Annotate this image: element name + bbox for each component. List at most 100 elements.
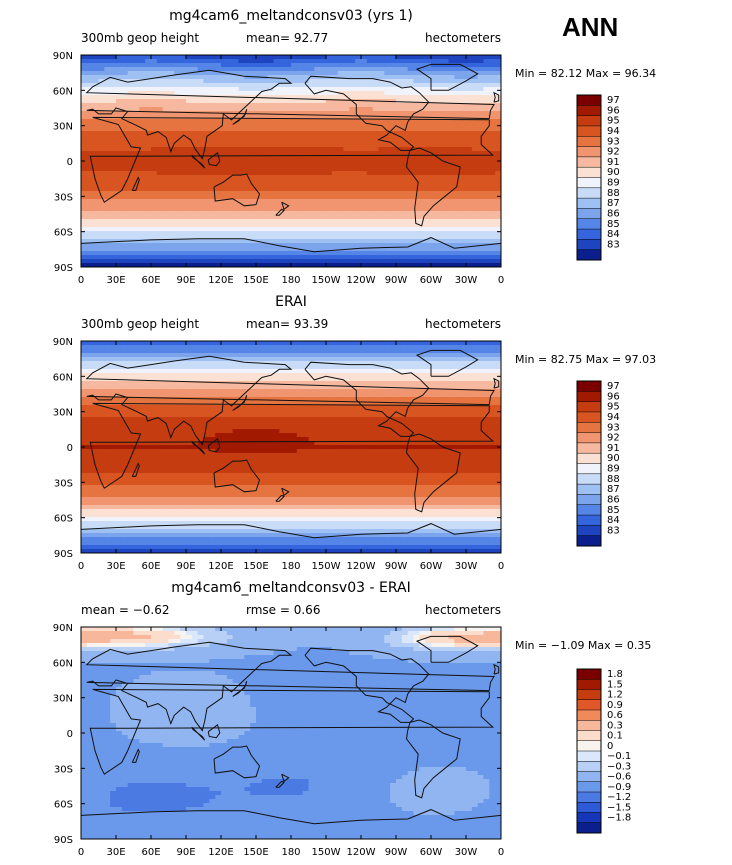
field-cell <box>256 119 263 124</box>
field-cell <box>366 91 374 96</box>
field-cell <box>244 349 251 354</box>
field-cell <box>331 127 339 132</box>
field-cell <box>454 175 461 180</box>
field-cell <box>331 255 339 260</box>
field-cell <box>81 119 88 124</box>
field-cell <box>296 259 304 264</box>
field-cell <box>180 111 187 116</box>
field-cell <box>296 219 304 224</box>
field-cell <box>273 231 280 236</box>
field-cell <box>396 215 403 220</box>
field-cell <box>349 131 356 136</box>
field-cell <box>355 87 362 92</box>
field-cell <box>127 211 135 216</box>
field-cell <box>116 259 123 264</box>
field-cell <box>419 377 426 382</box>
field-cell <box>273 123 280 128</box>
field-cell <box>215 71 222 76</box>
field-cell <box>98 227 105 232</box>
field-cell <box>116 199 123 204</box>
field-cell <box>308 99 315 104</box>
field-cell <box>460 243 467 248</box>
field-cell <box>466 159 473 164</box>
field-cell <box>302 187 310 192</box>
field-cell <box>366 111 374 116</box>
field-cell <box>349 143 356 148</box>
field-cell <box>81 175 88 180</box>
field-cell <box>448 135 455 140</box>
field-cell <box>413 231 420 236</box>
field-cell <box>296 59 304 64</box>
field-cell <box>384 63 391 68</box>
field-cell <box>151 263 158 267</box>
field-cell <box>466 381 473 386</box>
field-cell <box>273 127 280 132</box>
field-cell <box>127 393 135 398</box>
field-cell <box>215 87 222 92</box>
field-cell <box>116 175 123 180</box>
field-cell <box>285 103 292 108</box>
field-cell <box>226 353 234 358</box>
field-cell <box>121 203 129 208</box>
field-cell <box>471 175 479 180</box>
field-cell <box>197 361 205 366</box>
field-cell <box>361 349 368 354</box>
field-cell <box>343 199 350 204</box>
field-cell <box>232 135 240 140</box>
field-cell <box>349 123 356 128</box>
field-cell <box>308 263 315 267</box>
field-cell <box>314 119 321 124</box>
field-cell <box>121 263 129 267</box>
field-cell <box>401 199 409 204</box>
field-cell <box>296 143 304 148</box>
field-cell <box>384 259 391 264</box>
field-cell <box>81 127 88 132</box>
field-cell <box>180 63 187 68</box>
field-cell <box>419 87 426 92</box>
field-cell <box>448 91 455 96</box>
field-cell <box>273 211 280 216</box>
field-cell <box>471 263 479 267</box>
field-cell <box>261 175 269 180</box>
field-cell <box>349 175 356 180</box>
field-cell <box>168 139 175 144</box>
field-cell <box>343 187 350 192</box>
field-cell <box>349 135 356 140</box>
field-cell <box>489 79 496 84</box>
field-cell <box>116 263 123 267</box>
field-cell <box>279 231 286 236</box>
field-cell <box>442 107 450 112</box>
field-cell <box>279 135 286 140</box>
field-cell <box>191 103 199 108</box>
field-cell <box>226 389 234 394</box>
field-cell <box>174 99 181 104</box>
field-cell <box>390 251 397 256</box>
field-cell <box>314 235 321 240</box>
field-cell <box>390 167 397 172</box>
field-cell <box>483 195 490 200</box>
field-cell <box>431 163 438 168</box>
field-cell <box>419 235 426 240</box>
field-cell <box>98 163 105 168</box>
field-cell <box>104 191 111 196</box>
field-cell <box>285 187 292 192</box>
field-cell <box>215 115 222 120</box>
field-cell <box>448 103 455 108</box>
field-cell <box>489 179 496 184</box>
coastline-7 <box>232 109 248 125</box>
field-cell <box>454 199 461 204</box>
field-cell <box>413 183 420 188</box>
field-cell <box>466 111 473 116</box>
field-cell <box>390 223 397 228</box>
field-cell <box>302 263 310 267</box>
field-cell <box>471 107 479 112</box>
field-cell <box>261 263 269 267</box>
field-cell <box>396 171 403 176</box>
field-cell <box>466 79 473 84</box>
field-cell <box>197 341 205 346</box>
field-cell <box>355 99 362 104</box>
field-cell <box>320 187 327 192</box>
field-cell <box>419 99 426 104</box>
field-cell <box>186 183 193 188</box>
field-cell <box>366 131 374 136</box>
